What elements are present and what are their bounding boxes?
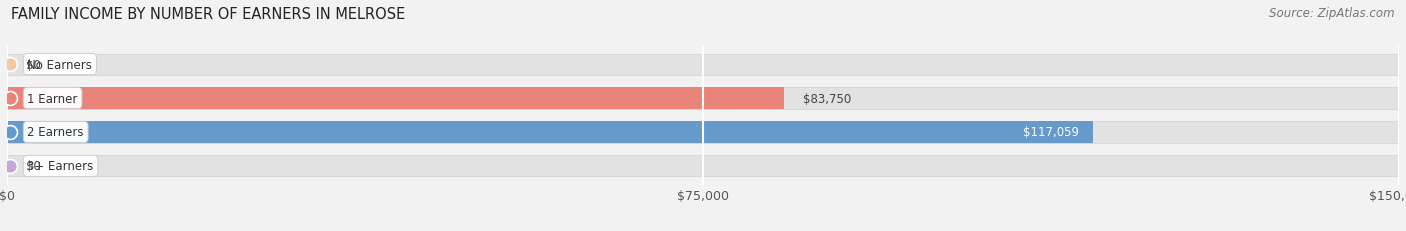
Bar: [7, 156, 1399, 177]
Bar: [7, 88, 785, 109]
Text: Source: ZipAtlas.com: Source: ZipAtlas.com: [1270, 7, 1395, 20]
Text: $0: $0: [25, 160, 41, 173]
Text: $0: $0: [25, 58, 41, 71]
Bar: [7, 54, 1399, 75]
Text: $117,059: $117,059: [1024, 126, 1080, 139]
Text: $83,750: $83,750: [803, 92, 851, 105]
Bar: [7, 122, 1094, 143]
Text: 2 Earners: 2 Earners: [28, 126, 84, 139]
Text: 1 Earner: 1 Earner: [28, 92, 77, 105]
Bar: [7, 88, 1399, 109]
Text: 3+ Earners: 3+ Earners: [28, 160, 94, 173]
Text: No Earners: No Earners: [28, 58, 93, 71]
Bar: [7, 122, 1399, 143]
Text: FAMILY INCOME BY NUMBER OF EARNERS IN MELROSE: FAMILY INCOME BY NUMBER OF EARNERS IN ME…: [11, 7, 405, 22]
